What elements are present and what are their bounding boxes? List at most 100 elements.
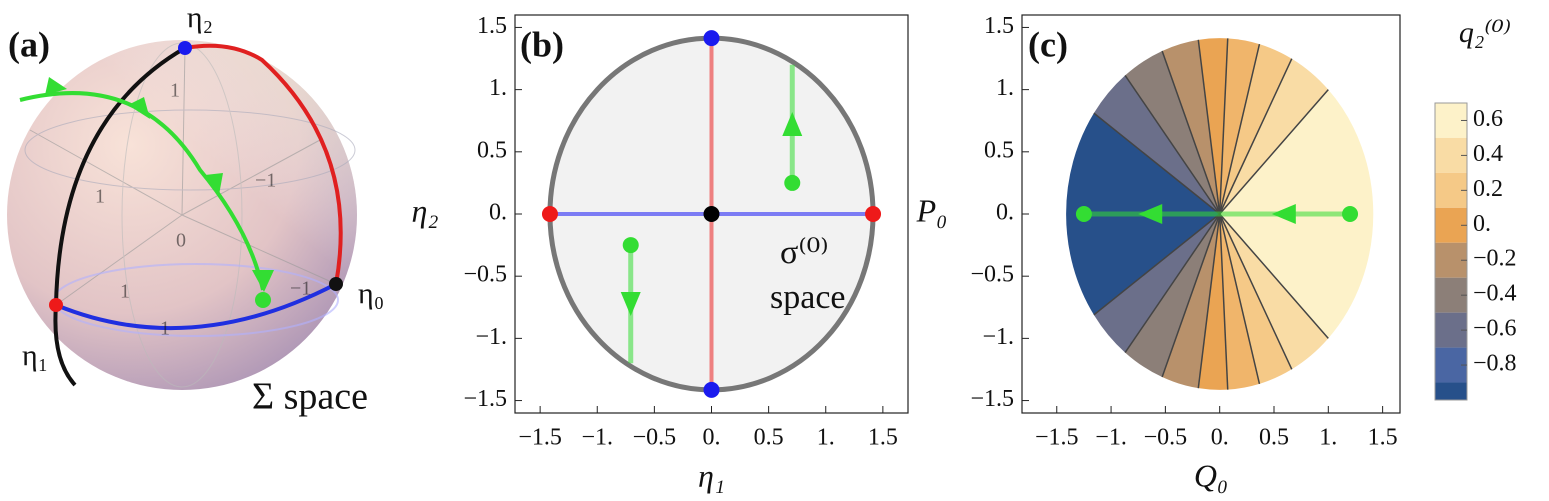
trajectory-arrow	[620, 291, 641, 316]
sphere-axes	[24, 42, 356, 388]
axis-name: η₂	[187, 1, 213, 34]
sector-boundary	[1161, 50, 1221, 215]
point	[703, 381, 720, 398]
sector	[1093, 214, 1220, 353]
tick-label: 1	[95, 186, 105, 208]
sector-boundary	[1093, 213, 1221, 316]
sector-boundary	[1124, 74, 1221, 215]
annotation: space	[770, 279, 846, 316]
y-tick-label: 1.5	[984, 13, 1014, 39]
point	[865, 206, 882, 222]
x-tick-label: −0.5	[1144, 425, 1188, 451]
y-tick-label: −1.5	[463, 386, 507, 412]
y-tick-label: 1.5	[477, 13, 507, 39]
colorbar-tick-label: −0.8	[1473, 351, 1517, 377]
x-tick-label: 1.5	[868, 425, 898, 451]
sector	[1219, 214, 1374, 339]
x-tick-label: −1.5	[518, 425, 562, 451]
y-tick-label: 0.	[996, 200, 1014, 226]
sector-boundary	[1219, 213, 1329, 339]
sector	[1125, 214, 1220, 378]
sector	[1219, 89, 1374, 214]
meridian-red	[184, 43, 343, 285]
tick-label: 1	[120, 281, 130, 303]
x-tick-label: 0.5	[1259, 425, 1289, 451]
sphere-panel: (a) η₂ η₁ η₀ Σ space 1 1 1 0 −1 −1 1	[7, 1, 384, 418]
sector	[1198, 38, 1228, 214]
panel-label: (a)	[8, 24, 50, 64]
x-axis-label: Q₀	[1194, 457, 1228, 493]
x-tick-label: 0.	[1211, 425, 1229, 451]
tick-label: 0	[176, 230, 186, 252]
sector	[1219, 214, 1329, 370]
sector	[1162, 39, 1220, 214]
tick-label: 1	[160, 318, 170, 340]
y-tick-label: 1.	[489, 75, 507, 101]
x-tick-label: −1.5	[1035, 425, 1079, 451]
x-tick-label: 1.	[817, 425, 835, 451]
x-axis-label: η₁	[698, 457, 725, 493]
sector	[1066, 214, 1220, 315]
y-axis-label: P₀	[916, 192, 948, 228]
sphere-ticks: 1 1 1 0 −1 −1 1	[95, 80, 311, 340]
y-tick-label: 0.5	[984, 137, 1014, 163]
sector-boundary	[1219, 213, 1293, 370]
sector-boundary	[1218, 213, 1261, 385]
y-tick-label: 0.5	[477, 137, 507, 163]
annotation: σ⁽⁰⁾	[780, 234, 829, 271]
colorbar-frame	[1434, 102, 1468, 401]
tick-label: −1	[290, 278, 311, 300]
point	[1075, 206, 1092, 222]
panel-label: (c)	[1028, 24, 1068, 64]
sector-boundary	[1218, 43, 1261, 215]
colorbar-title: q₂⁽⁰⁾	[1459, 16, 1511, 49]
point	[703, 30, 720, 47]
axis-name: η₀	[358, 277, 384, 310]
x-tick-label: −1.	[581, 425, 613, 451]
sector	[1219, 58, 1329, 215]
sector	[1198, 214, 1228, 390]
tick-label: 1	[170, 80, 180, 102]
sector	[1093, 75, 1220, 215]
caption: Σ space	[252, 376, 368, 418]
sector-boundary	[1218, 38, 1229, 215]
sector-boundary	[1218, 213, 1229, 390]
x-tick-label: 1.	[1319, 425, 1337, 451]
tick-label: −1	[255, 170, 276, 192]
point	[541, 206, 558, 222]
x-tick-label: 1.5	[1368, 425, 1398, 451]
sector-boundary	[1093, 112, 1221, 215]
colorbar-tick-label: −0.4	[1473, 281, 1517, 307]
panel-label: (b)	[520, 24, 564, 64]
y-tick-label: −1.	[475, 324, 507, 350]
pole-eta1	[49, 298, 63, 312]
plot: −1.5 −1. −0.5 0. 0.5 1. 1.5 −1.5 −1. −0.5 0. 0.5 1. 1…	[412, 13, 909, 493]
colorbar-tick-label: 0.4	[1473, 141, 1503, 167]
y-tick-label: −0.5	[463, 262, 507, 288]
sector	[1162, 214, 1220, 389]
x-tick-label: −0.5	[633, 425, 677, 451]
y-tick-label: −1.	[982, 324, 1014, 350]
x-tick-label: −1.	[1095, 425, 1127, 451]
colorbar-tick-label: 0.	[1473, 211, 1491, 237]
sector-boundary	[1124, 213, 1221, 354]
trajectory-arrow	[1138, 204, 1163, 224]
colorbar-tick-label: −0.6	[1473, 316, 1517, 342]
point	[703, 206, 720, 222]
colorbar-tick-label: 0.6	[1473, 106, 1503, 132]
plot: −1.5 −1. −0.5 0. 0.5 1. 1.5 −1.5 −1. −0.5 0. 0.5 1. 1…	[916, 13, 1401, 493]
sector-boundary	[1197, 213, 1221, 389]
point	[784, 174, 801, 191]
y-tick-label: −0.5	[970, 262, 1014, 288]
sector-boundary	[1197, 39, 1221, 215]
pole-eta2	[178, 41, 192, 55]
x-tick-label: 0.	[703, 425, 721, 451]
sector-boundary	[1219, 89, 1329, 215]
colorbar-tick-label: −0.2	[1473, 246, 1517, 272]
equator-front	[55, 282, 337, 331]
y-tick-label: −1.5	[970, 386, 1014, 412]
y-axis-label: η₂	[412, 192, 439, 228]
trajectory-arrow	[1271, 204, 1296, 224]
trajectory-end	[255, 292, 271, 308]
